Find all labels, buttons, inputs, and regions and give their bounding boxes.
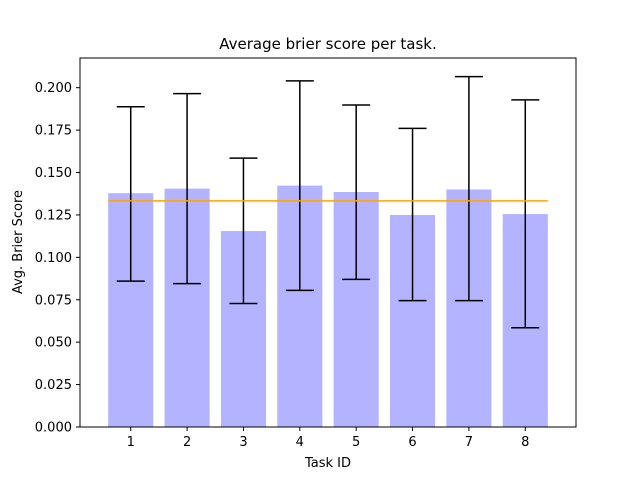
x-tick-label: 2 — [183, 435, 191, 450]
x-tick-label: 5 — [352, 435, 360, 450]
y-tick-label: 0.200 — [35, 81, 72, 96]
x-tick-label: 7 — [465, 435, 473, 450]
x-tick-label: 4 — [296, 435, 304, 450]
x-tick-label: 8 — [521, 435, 529, 450]
x-tick-label: 6 — [408, 435, 416, 450]
y-tick-label: 0.100 — [35, 251, 72, 266]
x-tick-label: 1 — [127, 435, 135, 450]
y-tick-label: 0.125 — [35, 208, 72, 223]
y-axis: 0.000 0.025 0.050 0.075 0.100 0.125 0.150 0.175… — [35, 81, 80, 436]
y-tick-label: 0.025 — [35, 378, 72, 393]
x-tick-label: 3 — [239, 435, 247, 450]
y-tick-label: 0.150 — [35, 166, 72, 181]
y-tick-label: 0.075 — [35, 293, 72, 308]
y-tick-label: 0.050 — [35, 336, 72, 351]
x-axis: 1 2 3 4 5 6 7 8 — [127, 427, 529, 450]
chart-title: Average brier score per task. — [219, 35, 437, 53]
bars-group — [108, 185, 548, 427]
y-tick-label: 0.000 — [35, 421, 72, 436]
x-axis-title: Task ID — [304, 456, 351, 471]
y-axis-title: Avg. Brier Score — [11, 190, 26, 294]
y-tick-label: 0.175 — [35, 124, 72, 139]
plot-frame — [79, 57, 577, 428]
error-bars-group — [116, 75, 540, 329]
